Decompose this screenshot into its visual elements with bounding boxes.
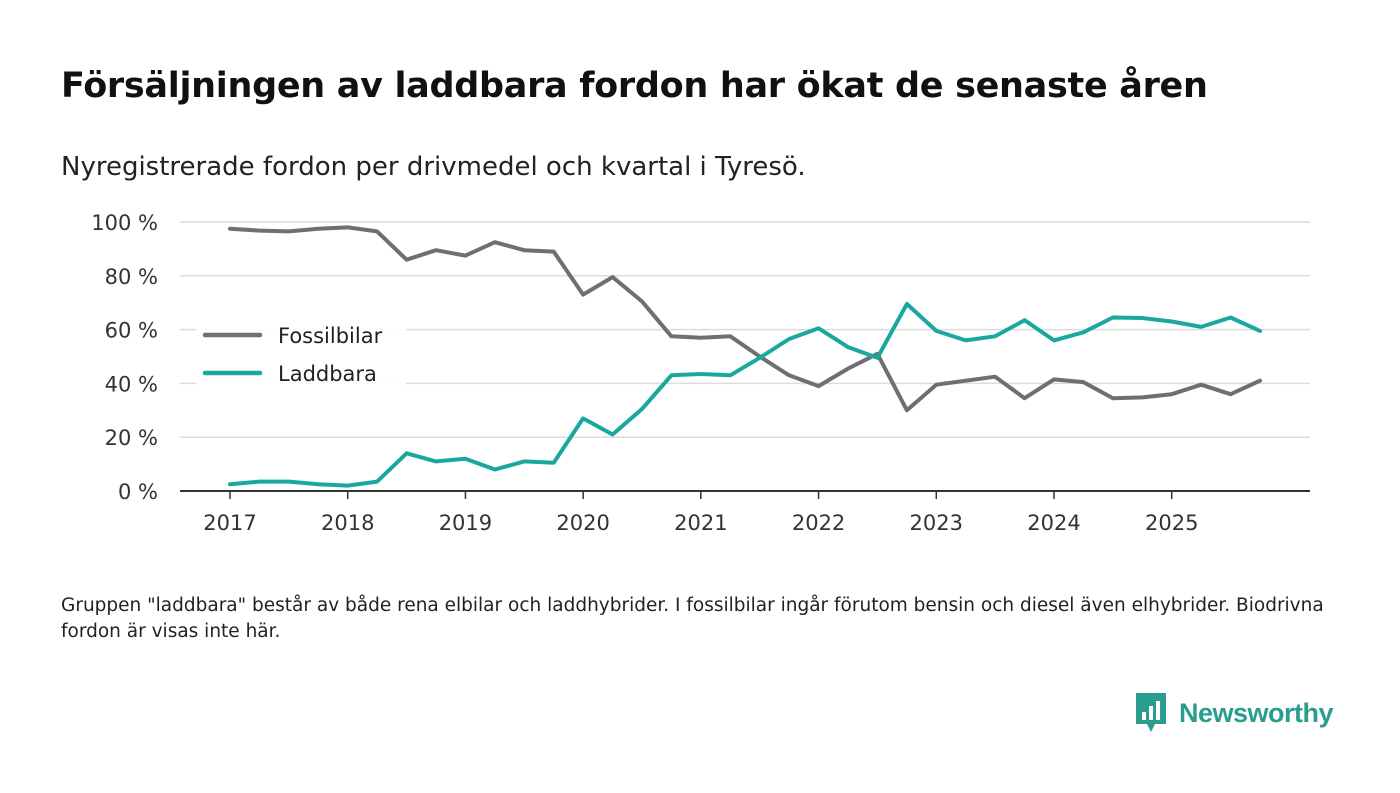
newsworthy-logo-icon	[1136, 693, 1166, 732]
x-tick-label: 2021	[674, 511, 727, 535]
y-tick-label: 20 %	[105, 426, 158, 450]
legend-label-fossilbilar: Fossilbilar	[278, 324, 383, 348]
x-tick-label: 2025	[1145, 511, 1198, 535]
y-tick-label: 0 %	[118, 480, 158, 504]
y-axis-ticks: 0 % 20 % 40 % 60 % 80 % 100 %	[91, 211, 158, 504]
chart-title: Försäljningen av laddbara fordon har öka…	[61, 66, 1208, 106]
brand-name: Newsworthy	[1179, 697, 1334, 728]
legend-label-laddbara: Laddbara	[278, 362, 377, 386]
y-tick-label: 100 %	[91, 211, 158, 235]
y-tick-label: 80 %	[105, 265, 158, 289]
x-tick-label: 2024	[1027, 511, 1080, 535]
series-line-laddbara	[228, 302, 1262, 488]
x-tick-label: 2018	[321, 511, 374, 535]
x-axis: 2017 2018 2019 2020 2021 2022 2023 2024 2025	[180, 490, 1310, 535]
x-tick-label: 2019	[439, 511, 492, 535]
y-tick-label: 40 %	[105, 372, 158, 396]
chart-subtitle: Nyregistrerade fordon per drivmedel och …	[61, 152, 806, 182]
gridlines	[180, 221, 1310, 438]
footnote: Gruppen "laddbara" består av både rena e…	[61, 595, 1324, 642]
x-tick-label: 2017	[203, 511, 256, 535]
series-lines	[228, 225, 1262, 488]
newsworthy-logo[interactable]: Newsworthy	[1133, 690, 1334, 736]
x-tick-label: 2022	[792, 511, 845, 535]
y-tick-label: 60 %	[105, 319, 158, 343]
series-line-fossilbilar	[228, 225, 1262, 413]
x-tick-label: 2020	[556, 511, 609, 535]
line-chart: 0 % 20 % 40 % 60 % 80 % 100 % 2017 2018 2019 202…	[91, 211, 1310, 535]
legend: Fossilbilar Laddbara	[196, 316, 406, 394]
x-tick-label: 2023	[910, 511, 963, 535]
legend-background	[196, 316, 406, 394]
